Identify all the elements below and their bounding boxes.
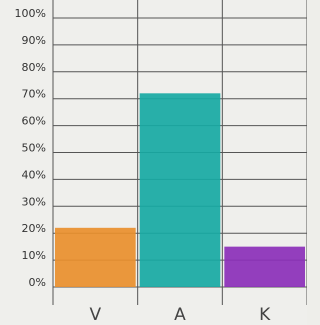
x-tick-label: A <box>174 305 186 325</box>
x-tick-label: V <box>90 305 102 325</box>
y-tick-label: 90% <box>22 34 46 47</box>
y-tick-label: 100% <box>15 7 46 20</box>
y-tick-label: 50% <box>22 142 46 155</box>
y-tick-label: 40% <box>22 168 46 181</box>
y-tick-label: 60% <box>22 115 46 128</box>
page: 0%10%20%30%40%50%60%70%80%90%100%VAK (()… <box>0 0 320 325</box>
x-tick-label: K <box>259 305 271 325</box>
y-tick-label: 20% <box>22 222 46 235</box>
y-tick-label: 70% <box>22 88 46 101</box>
bar <box>55 228 136 287</box>
y-tick-label: 0% <box>29 276 46 289</box>
chart: 0% 10% 20% 30% 40% 50% 60% 70% 80% 90% 100% V A K <box>0 0 307 325</box>
y-tick-label: 80% <box>22 61 46 74</box>
bar <box>224 247 305 287</box>
bar <box>140 93 221 287</box>
y-tick-label: 10% <box>22 249 46 262</box>
y-tick-label: 30% <box>22 195 46 208</box>
